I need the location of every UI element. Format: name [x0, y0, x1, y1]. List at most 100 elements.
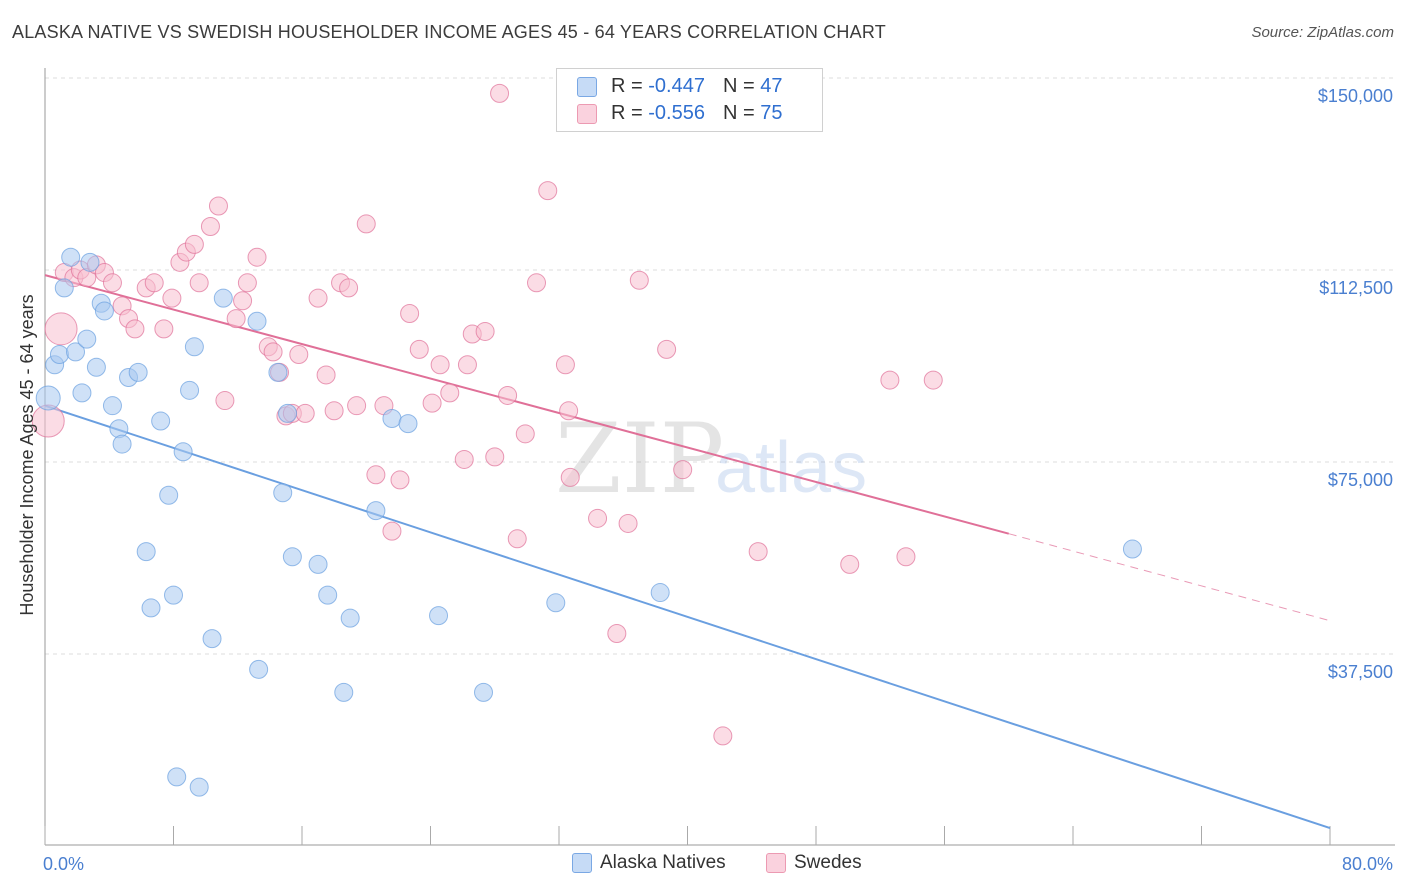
- point-swedes: [422, 393, 442, 413]
- point-alaska-natives: [340, 608, 360, 628]
- point-alaska-natives: [128, 362, 148, 382]
- point-swedes: [498, 385, 518, 405]
- point-alaska-natives: [213, 288, 233, 308]
- point-alaska-natives: [72, 383, 92, 403]
- point-swedes: [515, 424, 535, 444]
- point-alaska-natives: [94, 301, 114, 321]
- point-swedes: [356, 214, 376, 234]
- point-swedes: [154, 319, 174, 339]
- trend-line-alaska-natives: [44, 404, 1331, 830]
- point-swedes: [457, 355, 477, 375]
- point-alaska-natives: [35, 385, 61, 411]
- point-alaska-natives: [136, 542, 156, 562]
- point-swedes: [618, 513, 638, 533]
- point-alaska-natives: [308, 554, 328, 574]
- legend-row-swedes: R = -0.556 N = 75: [577, 102, 782, 128]
- point-alaska-natives: [180, 380, 200, 400]
- point-alaska-natives: [49, 344, 69, 364]
- trend-line-swedes-extrapolated: [1008, 533, 1331, 622]
- point-swedes: [629, 270, 649, 290]
- point-alaska-natives: [151, 411, 171, 431]
- point-swedes: [490, 83, 510, 103]
- point-swedes: [44, 312, 78, 346]
- point-swedes: [507, 529, 527, 549]
- legend-swatch-alaska-natives: [577, 76, 597, 97]
- y-tick-label: $37,500: [1328, 662, 1393, 682]
- y-tick-label: $75,000: [1328, 470, 1393, 490]
- point-alaska-natives: [382, 408, 402, 428]
- point-alaska-natives: [282, 547, 302, 567]
- point-swedes: [657, 339, 677, 359]
- point-swedes: [440, 383, 460, 403]
- point-alaska-natives: [334, 682, 354, 702]
- point-alaska-natives: [273, 483, 293, 503]
- point-swedes: [125, 319, 145, 339]
- point-swedes: [923, 370, 943, 390]
- point-alaska-natives: [109, 419, 129, 439]
- point-alaska-natives: [1122, 539, 1142, 559]
- point-swedes: [896, 547, 916, 567]
- legend-r-value-swedes: -0.556: [648, 102, 705, 124]
- point-alaska-natives: [474, 682, 494, 702]
- correlation-legend: R = -0.447 N = 47 R = -0.556 N = 75: [556, 68, 823, 132]
- y-tick-label: $112,500: [1319, 278, 1393, 298]
- legend-n-value-swedes: 75: [760, 102, 783, 124]
- gridlines: [45, 77, 1395, 655]
- point-swedes: [215, 391, 235, 411]
- bottom-legend-alaska-natives: Alaska Natives: [572, 852, 726, 874]
- point-swedes: [555, 355, 575, 375]
- point-swedes: [184, 234, 204, 254]
- point-swedes: [289, 344, 309, 364]
- point-swedes: [485, 447, 505, 467]
- point-alaska-natives: [86, 357, 106, 377]
- point-alaska-natives: [141, 598, 161, 618]
- point-swedes: [189, 273, 209, 293]
- point-swedes: [454, 449, 474, 469]
- point-alaska-natives: [159, 485, 179, 505]
- point-alaska-natives: [167, 767, 187, 787]
- source-label: Source: ZipAtlas.com: [1251, 24, 1394, 41]
- point-alaska-natives: [366, 501, 386, 521]
- point-alaska-natives: [249, 659, 269, 679]
- legend-r-value-alaska-natives: -0.447: [648, 75, 705, 97]
- point-alaska-natives: [102, 396, 122, 416]
- watermark-atlas: atlas: [715, 428, 867, 508]
- bottom-legend-swedes: Swedes: [766, 852, 862, 874]
- x-tick-label-max: 80.0%: [1342, 854, 1393, 874]
- point-alaska-natives: [173, 442, 193, 462]
- point-swedes: [409, 339, 429, 359]
- point-alaska-natives: [112, 434, 132, 454]
- point-alaska-natives: [268, 362, 288, 382]
- point-alaska-natives: [202, 629, 222, 649]
- point-swedes: [607, 624, 627, 644]
- y-axis-label: Householder Income Ages 45 - 64 years: [17, 294, 37, 615]
- point-swedes: [366, 465, 386, 485]
- point-swedes: [430, 355, 450, 375]
- point-alaska-natives: [318, 585, 338, 605]
- point-swedes: [382, 521, 402, 541]
- point-swedes: [200, 216, 220, 236]
- point-swedes: [308, 288, 328, 308]
- point-swedes: [673, 460, 693, 480]
- tick-labels: $37,500 $75,000 $112,500 $150,000 0.0% 80.0%: [43, 86, 1393, 874]
- point-swedes: [347, 396, 367, 416]
- legend-n-value-alaska-natives: 47: [760, 75, 783, 97]
- point-alaska-natives: [184, 337, 204, 357]
- point-swedes: [339, 278, 359, 298]
- point-swedes: [102, 273, 122, 293]
- point-alaska-natives: [54, 278, 74, 298]
- point-alaska-natives: [429, 606, 449, 626]
- point-alaska-natives: [546, 593, 566, 613]
- point-swedes: [588, 508, 608, 528]
- point-swedes: [390, 470, 410, 490]
- point-swedes: [226, 309, 246, 329]
- point-alaska-natives: [189, 777, 209, 797]
- point-swedes: [538, 181, 558, 201]
- legend-row-alaska-natives: R = -0.447 N = 47: [577, 75, 782, 101]
- point-alaska-natives: [61, 247, 81, 267]
- point-alaska-natives: [66, 342, 86, 362]
- point-alaska-natives: [80, 252, 100, 272]
- point-alaska-natives: [77, 329, 97, 349]
- point-swedes: [475, 321, 495, 341]
- legend-swatch-swedes: [577, 103, 597, 124]
